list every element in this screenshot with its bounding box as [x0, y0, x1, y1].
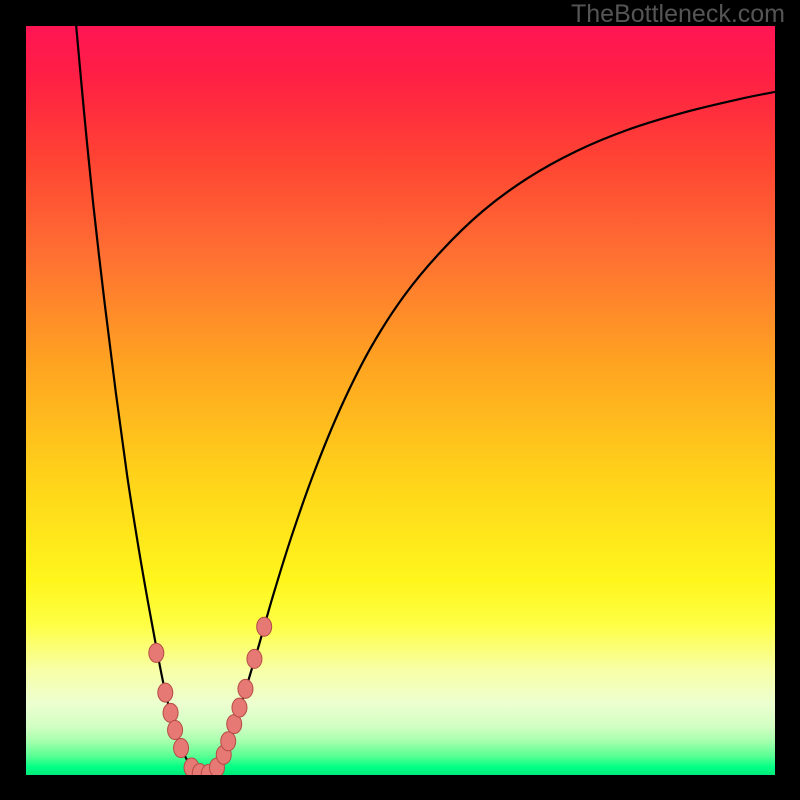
- data-marker: [174, 739, 189, 758]
- data-marker: [149, 643, 164, 662]
- data-marker: [221, 732, 236, 751]
- gradient-background: [26, 26, 775, 775]
- data-marker: [257, 617, 272, 636]
- data-marker: [163, 703, 178, 722]
- stage: TheBottleneck.com: [0, 0, 800, 800]
- watermark-text: TheBottleneck.com: [571, 0, 785, 29]
- data-marker: [247, 649, 262, 668]
- data-marker: [168, 721, 183, 740]
- plot-svg: [26, 26, 775, 775]
- data-marker: [238, 679, 253, 698]
- data-marker: [158, 683, 173, 702]
- data-marker: [232, 698, 247, 717]
- plot-area: [26, 26, 775, 775]
